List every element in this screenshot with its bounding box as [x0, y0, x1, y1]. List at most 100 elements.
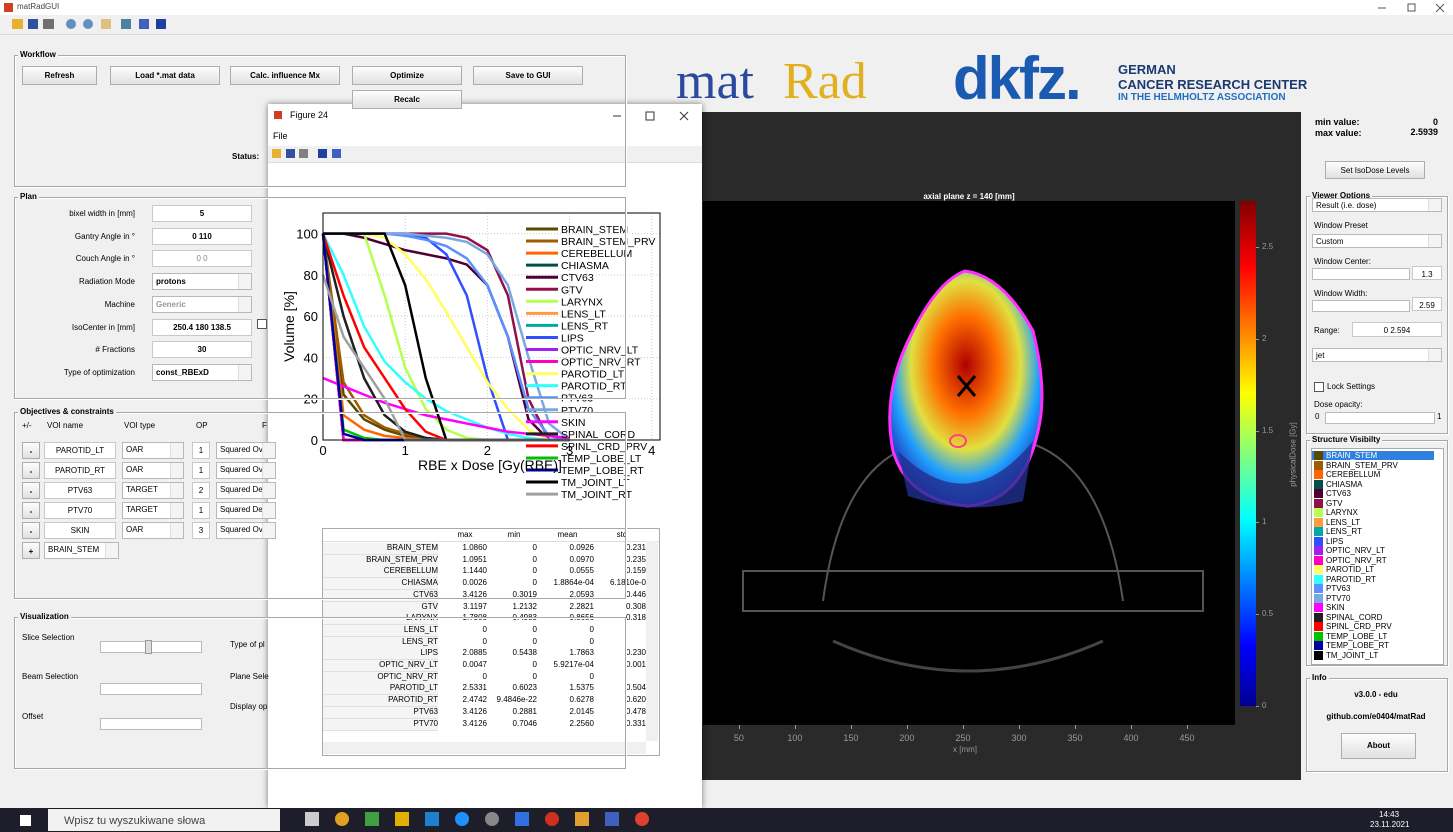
- plan-field[interactable]: 30: [152, 341, 252, 359]
- workflow-button[interactable]: Calc. influence Mx: [230, 66, 340, 85]
- plan-dropdown[interactable]: Generic: [152, 295, 252, 313]
- lock-checkbox[interactable]: [1314, 382, 1324, 392]
- colormap-dropdown[interactable]: jet: [1312, 348, 1442, 362]
- structure-swatch[interactable]: [1314, 460, 1323, 470]
- op-field: 2: [192, 482, 210, 499]
- tool-zoom-out[interactable]: [83, 19, 93, 29]
- remove-button[interactable]: -: [22, 462, 40, 479]
- add-button[interactable]: +: [22, 542, 40, 559]
- about-button[interactable]: About: [1341, 733, 1416, 759]
- plan-dropdown[interactable]: protons: [152, 273, 252, 291]
- remove-button[interactable]: -: [22, 482, 40, 499]
- plan-field[interactable]: 0 110: [152, 227, 252, 245]
- structure-swatch[interactable]: [1314, 479, 1323, 489]
- plan-field[interactable]: 5: [152, 205, 252, 222]
- slider-thumb[interactable]: [145, 640, 152, 654]
- voi-type[interactable]: OAR: [122, 442, 184, 459]
- display-dropdown[interactable]: Result (i.e. dose): [1312, 198, 1442, 212]
- tool-legend[interactable]: [139, 19, 149, 29]
- app-icon[interactable]: [605, 812, 619, 826]
- structure-swatch[interactable]: [1314, 470, 1323, 479]
- app-icon[interactable]: [575, 812, 589, 826]
- function-dropdown[interactable]: Squared Dev: [216, 502, 276, 519]
- structure-swatch[interactable]: [1314, 565, 1323, 574]
- structure-swatch[interactable]: [1314, 631, 1323, 641]
- width-slider[interactable]: [1312, 300, 1410, 312]
- h-scrollbar[interactable]: [323, 742, 646, 754]
- remove-button[interactable]: -: [22, 502, 40, 519]
- app-icon[interactable]: [485, 812, 499, 826]
- workflow-button[interactable]: Load *.mat data: [110, 66, 220, 85]
- app-icon[interactable]: [335, 812, 349, 826]
- structure-swatch[interactable]: [1314, 622, 1323, 631]
- fig-tool-save[interactable]: [286, 149, 295, 158]
- search-box[interactable]: [48, 809, 280, 831]
- voi-type[interactable]: TARGET: [122, 482, 184, 499]
- voi-type[interactable]: TARGET: [122, 502, 184, 519]
- fig-tool-legend[interactable]: [332, 149, 341, 158]
- tool-camera[interactable]: [43, 19, 54, 29]
- structure-swatch[interactable]: [1314, 641, 1323, 650]
- plan-field[interactable]: 0 0: [152, 250, 252, 268]
- structure-swatch[interactable]: [1314, 612, 1323, 622]
- app-icon[interactable]: [635, 812, 649, 826]
- plan-dropdown[interactable]: const_RBExD: [152, 363, 252, 381]
- tool-pan[interactable]: [101, 19, 111, 29]
- app-icon[interactable]: [395, 812, 409, 826]
- tool-open[interactable]: [12, 19, 23, 29]
- function-dropdown[interactable]: Squared Ove: [216, 462, 276, 479]
- slider[interactable]: [100, 718, 202, 730]
- workflow-button[interactable]: Optimize: [352, 66, 462, 85]
- structure-swatch[interactable]: [1314, 555, 1323, 565]
- structure-swatch[interactable]: [1314, 584, 1323, 593]
- tool-save[interactable]: [28, 19, 38, 29]
- app-icon[interactable]: [305, 812, 319, 826]
- isodose-button[interactable]: Set IsoDose Levels: [1325, 161, 1425, 179]
- function-dropdown[interactable]: Squared Ove: [216, 522, 276, 539]
- v-scrollbar[interactable]: [646, 541, 658, 741]
- center-slider[interactable]: [1312, 268, 1410, 280]
- structure-swatch[interactable]: [1314, 489, 1323, 498]
- structure-swatch[interactable]: [1314, 527, 1323, 536]
- slider[interactable]: [100, 683, 202, 695]
- remove-button[interactable]: -: [22, 522, 40, 539]
- fig-tool-print[interactable]: [299, 149, 308, 158]
- figure-menu[interactable]: File: [273, 131, 288, 141]
- tool-zoom-in[interactable]: [66, 19, 76, 29]
- tool-colorbar[interactable]: [156, 19, 166, 29]
- workflow-button[interactable]: Save to GUI: [473, 66, 583, 85]
- legend-label: BRAIN_STEM: [561, 224, 628, 236]
- structure-swatch[interactable]: [1314, 546, 1323, 555]
- plan-field[interactable]: 250.4 180 138.5: [152, 318, 252, 336]
- fig-tool-open[interactable]: [272, 149, 281, 158]
- app-icon[interactable]: [425, 812, 439, 826]
- add-voi[interactable]: BRAIN_STEM: [44, 542, 119, 559]
- structure-swatch[interactable]: [1314, 650, 1323, 660]
- structure-swatch[interactable]: [1314, 508, 1323, 517]
- structure-swatch[interactable]: [1314, 593, 1323, 603]
- remove-button[interactable]: -: [22, 442, 40, 459]
- function-dropdown[interactable]: Squared Dev: [216, 482, 276, 499]
- structure-list[interactable]: BRAIN_STEM BRAIN_STEM_PRV CEREBELLUM CHIASM…: [1311, 448, 1444, 665]
- app-icon[interactable]: [515, 812, 529, 826]
- voi-type[interactable]: OAR: [122, 462, 184, 479]
- function-dropdown[interactable]: Squared Ove: [216, 442, 276, 459]
- preset-dropdown[interactable]: Custom: [1312, 234, 1442, 248]
- structure-swatch[interactable]: [1314, 536, 1323, 546]
- tool-datacursor[interactable]: [121, 19, 131, 29]
- workflow-button[interactable]: Refresh: [22, 66, 97, 85]
- structure-swatch[interactable]: [1314, 498, 1323, 508]
- app-icon[interactable]: [455, 812, 469, 826]
- opacity-slider[interactable]: [1325, 412, 1435, 424]
- structure-swatch[interactable]: [1314, 451, 1323, 460]
- voi-type[interactable]: OAR: [122, 522, 184, 539]
- app-icon[interactable]: [545, 812, 559, 826]
- structure-swatch[interactable]: [1314, 603, 1323, 612]
- start-button[interactable]: [20, 815, 31, 826]
- isocenter-checkbox[interactable]: [257, 319, 267, 329]
- app-icon[interactable]: [365, 812, 379, 826]
- fig-tool-colorbar[interactable]: [318, 149, 327, 158]
- structure-swatch[interactable]: [1314, 574, 1323, 584]
- structure-swatch[interactable]: [1314, 517, 1323, 527]
- workflow-button[interactable]: Recalc: [352, 90, 462, 109]
